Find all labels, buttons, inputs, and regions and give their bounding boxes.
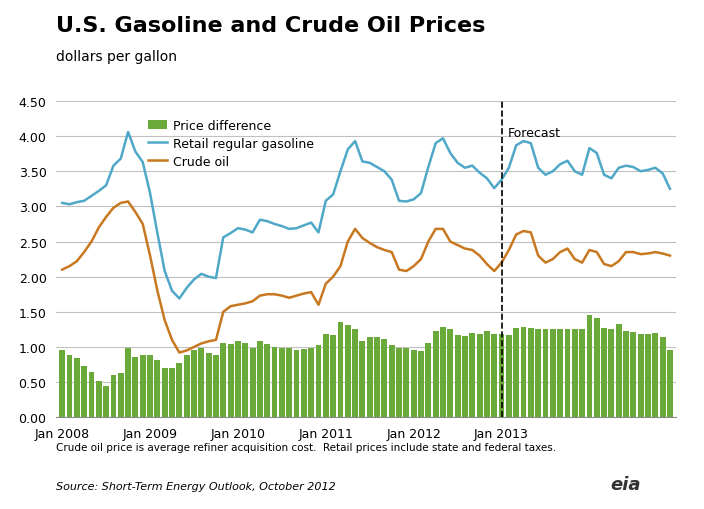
Bar [81,366,87,417]
Bar [653,333,658,417]
Bar [543,330,548,417]
Bar [220,343,226,417]
Bar [403,348,409,417]
Bar [169,369,175,417]
Bar [279,348,285,417]
Bar [513,328,519,417]
Bar [250,349,256,417]
Bar [638,334,643,417]
Bar [345,326,351,417]
Bar [147,355,153,417]
Bar [89,372,94,417]
Bar [608,330,615,417]
Bar [118,373,124,417]
Bar [440,327,446,417]
Bar [301,349,307,417]
Bar [631,332,636,417]
Bar [308,348,314,417]
Bar [374,337,380,417]
Bar [257,342,263,417]
Text: dollars per gallon: dollars per gallon [56,50,177,64]
Bar [550,330,555,417]
Bar [484,332,490,417]
Bar [396,349,402,417]
Bar [660,337,665,417]
Bar [506,335,512,417]
Text: Crude oil price is average refiner acquisition cost.  Retail prices include stat: Crude oil price is average refiner acqui… [56,442,556,453]
Bar [586,316,592,417]
Bar [206,353,212,417]
Bar [572,330,578,417]
Bar [447,329,453,417]
Bar [645,334,651,417]
Bar [470,333,475,417]
Bar [667,351,673,417]
Bar [272,347,277,417]
Bar [382,339,387,417]
Bar [154,360,161,417]
Bar [520,328,527,417]
Bar [264,345,270,417]
Bar [410,351,417,417]
Bar [565,330,570,417]
Bar [323,334,329,417]
Bar [528,328,534,417]
Bar [601,328,607,417]
Bar [337,323,344,417]
Bar [59,351,65,417]
Bar [287,349,292,417]
Bar [623,331,629,417]
Bar [235,341,241,417]
Bar [462,337,468,417]
Bar [242,344,249,417]
Bar [616,324,622,417]
Bar [184,355,189,417]
Bar [360,341,365,417]
Bar [433,332,439,417]
Bar [593,319,600,417]
Bar [132,357,139,417]
Bar [213,356,219,417]
Bar [477,334,482,417]
Bar [74,358,80,417]
Text: eia: eia [610,475,641,493]
Bar [191,350,197,417]
Legend: Price difference, Retail regular gasoline, Crude oil: Price difference, Retail regular gasolin… [143,115,319,173]
Bar [199,348,204,417]
Bar [330,335,336,417]
Bar [227,345,234,417]
Bar [162,369,168,417]
Bar [294,350,299,417]
Text: Source: Short-Term Energy Outlook, October 2012: Source: Short-Term Energy Outlook, Octob… [56,480,336,491]
Bar [96,381,101,417]
Bar [367,337,372,417]
Bar [315,345,322,417]
Bar [579,330,585,417]
Bar [498,334,505,417]
Bar [418,351,424,417]
Bar [111,375,116,417]
Bar [557,330,563,417]
Bar [177,363,182,417]
Bar [103,386,109,417]
Text: U.S. Gasoline and Crude Oil Prices: U.S. Gasoline and Crude Oil Prices [56,16,486,36]
Bar [535,330,541,417]
Bar [352,330,358,417]
Bar [67,356,73,417]
Text: Forecast: Forecast [508,126,560,139]
Bar [140,356,146,417]
Bar [455,335,460,417]
Bar [125,348,131,417]
Bar [389,345,395,417]
Bar [425,343,432,417]
Bar [491,334,497,417]
